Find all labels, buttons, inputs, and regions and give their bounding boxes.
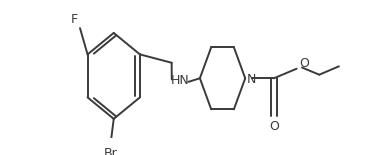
Text: O: O [299, 58, 309, 71]
Text: O: O [269, 120, 279, 133]
Text: F: F [71, 13, 78, 26]
Text: N: N [247, 73, 256, 86]
Text: HN: HN [171, 74, 190, 87]
Text: Br: Br [104, 147, 118, 155]
